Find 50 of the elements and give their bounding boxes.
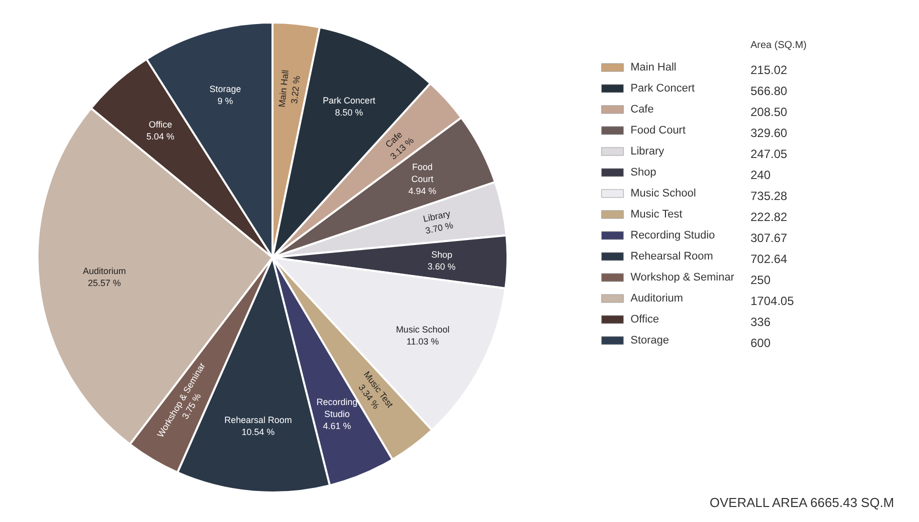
- text: 336: [750, 315, 771, 329]
- legend-label: Shop: [630, 166, 656, 178]
- legend-label: Office: [630, 314, 660, 326]
- text: 208.50: [750, 105, 788, 119]
- slice-label: Food Court: [411, 162, 434, 184]
- text: Area (SQ.M): [750, 40, 807, 51]
- text: 702.64: [750, 252, 788, 266]
- text: 1704.05: [750, 294, 794, 308]
- data-label: 4.61 %: [322, 420, 351, 431]
- text: 240: [750, 168, 771, 182]
- legend-label: Cafe: [630, 104, 654, 116]
- legend-label: Recording Studio: [630, 230, 715, 242]
- legend-label: Food Court: [630, 124, 686, 136]
- legend-label: Rehearsal Room: [630, 250, 714, 262]
- data-label: 3.22 %: [289, 75, 302, 104]
- legend-label: Storage: [630, 334, 670, 346]
- legend-label: Auditorium: [630, 292, 684, 304]
- text: 222.82: [750, 210, 788, 224]
- slice-label: Main Hall: [276, 69, 290, 108]
- text: 215.02: [750, 63, 788, 77]
- data-label: 11.03 %: [406, 336, 439, 346]
- legend-label: Music School: [630, 188, 696, 200]
- text: 329.60: [750, 126, 788, 140]
- text: 600: [750, 336, 771, 350]
- slice-label: Park Concert: [322, 96, 376, 106]
- slice-label: Auditorium: [82, 266, 126, 276]
- data-label: 5.04 %: [146, 132, 174, 142]
- data-label: 4.94 %: [408, 186, 436, 196]
- text: 307.67: [750, 231, 788, 245]
- slice-label: Shop: [431, 249, 452, 260]
- data-label: 3.60 %: [427, 261, 456, 272]
- data-label: 9 %: [218, 96, 234, 106]
- data-label: 25.57 %: [88, 278, 121, 288]
- data-label: 10.54 %: [242, 427, 275, 438]
- data-label: 8.50 %: [335, 108, 364, 118]
- text: 735.28: [750, 189, 788, 203]
- slice-label: Rehearsal Room: [224, 415, 292, 426]
- text: 247.05: [750, 147, 788, 161]
- legend-label: Workshop & Seminar: [630, 272, 735, 284]
- slice-label: Office: [148, 120, 172, 130]
- slice-label: Storage: [210, 84, 242, 94]
- legend-label: Music Test: [630, 208, 682, 220]
- text: 250: [750, 273, 771, 287]
- text: OVERALL AREA 6665.43 SQ.M: [710, 495, 894, 510]
- legend-label: Main Hall: [630, 62, 676, 74]
- slice-label: Recording Studio: [316, 396, 358, 419]
- slice-label: Music School: [396, 324, 450, 334]
- legend-label: Park Concert: [630, 82, 695, 94]
- text: 566.80: [750, 84, 788, 98]
- legend-label: Library: [630, 146, 665, 158]
